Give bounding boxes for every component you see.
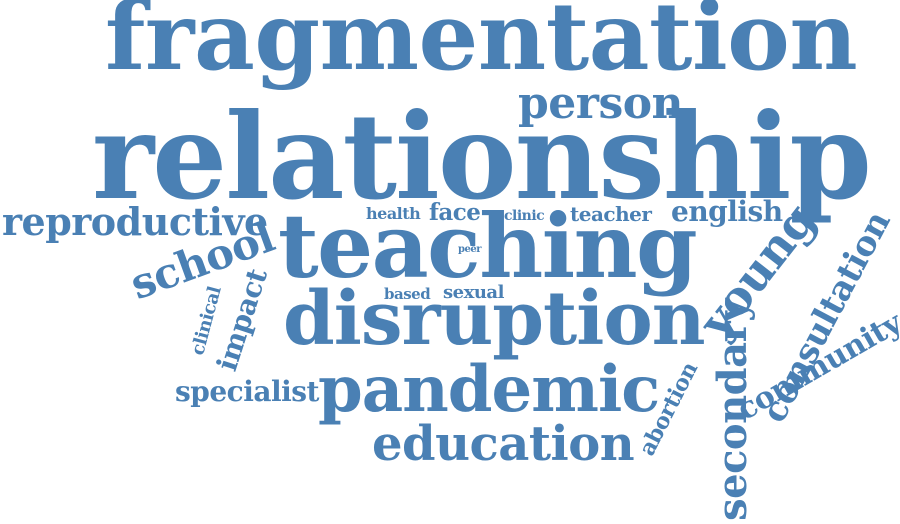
word-health: health <box>366 204 421 223</box>
word-impact: impact <box>210 264 274 375</box>
word-english: english <box>671 195 783 228</box>
word-based: based <box>384 285 431 303</box>
word-clinic: clinic <box>504 208 545 224</box>
word-disruption: disruption <box>283 276 705 362</box>
word-sexual: sexual <box>443 282 504 303</box>
word-education: education <box>372 416 635 472</box>
word-pandemic: pandemic <box>318 352 660 427</box>
word-peer: peer <box>458 244 482 255</box>
word-teaching: teaching <box>278 194 698 298</box>
word-face: face <box>429 199 481 226</box>
word-fragmentation: fragmentation <box>105 0 858 92</box>
word-relationship: relationship <box>92 87 872 226</box>
word-reproductive: reproductive <box>2 199 268 244</box>
word-specialist: specialist <box>175 375 319 408</box>
word-teacher: teacher <box>570 202 652 226</box>
word-person: person <box>518 78 684 129</box>
